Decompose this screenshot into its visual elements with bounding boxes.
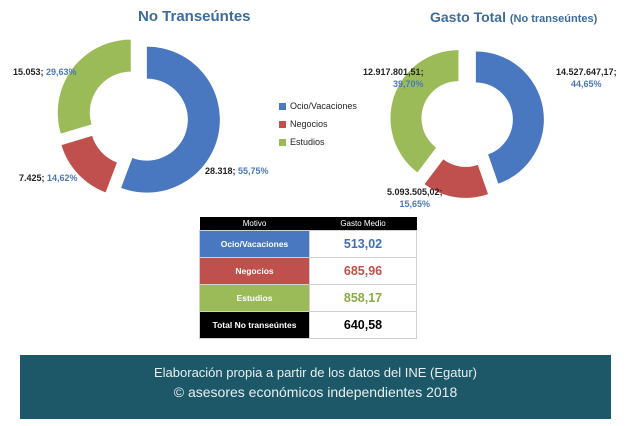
donut-slice-no-transeuntes-negocios xyxy=(61,135,117,193)
label-gasto-total-negocios: 5.093.505,02; 15,65% xyxy=(387,187,443,209)
gasto-cell: 513,02 xyxy=(309,230,417,258)
legend-item-negocios: Negocios xyxy=(279,115,357,133)
chart-legend: Ocio/Vacaciones Negocios Estudios xyxy=(279,97,357,151)
motivo-cell: Estudios xyxy=(199,284,310,312)
label-no-transeuntes-ocio: 28.318; 55,75% xyxy=(205,166,269,176)
legend-item-ocio: Ocio/Vacaciones xyxy=(279,97,357,115)
gasto-cell-total: 640,58 xyxy=(309,311,417,339)
footer-copyright-text: © asesores económicos independientes 201… xyxy=(173,384,458,400)
gasto-cell: 685,96 xyxy=(309,257,417,285)
table-row: Ocio/Vacaciones 513,02 xyxy=(199,230,417,258)
header-motivo: Motivo xyxy=(199,217,310,231)
legend-swatch-estudios xyxy=(279,138,286,146)
label-gasto-total-ocio: 14.527.647,17; 44,65% xyxy=(556,67,617,89)
footer-banner: Elaboración propia a partir de los datos… xyxy=(20,355,611,419)
gasto-medio-table: Motivo Gasto Medio Ocio/Vacaciones 513,0… xyxy=(199,217,417,339)
label-gasto-total-estudios: 12.917.801,51; 39,70% xyxy=(363,67,424,89)
table-row: Estudios 858,17 xyxy=(199,284,417,312)
legend-swatch-ocio xyxy=(279,102,286,110)
motivo-cell-total: Total No transeúntes xyxy=(199,311,310,339)
donut-slice-gasto-total-ocio xyxy=(475,51,544,184)
donut-slice-gasto-total-estudios xyxy=(390,50,459,173)
table-header-row: Motivo Gasto Medio xyxy=(199,217,417,231)
chart-title-no-transeuntes: No Transeúntes xyxy=(138,8,251,25)
gasto-cell: 858,17 xyxy=(309,284,417,312)
chart-title-gasto-total: Gasto Total (No transeúntes) xyxy=(430,9,597,25)
donut-slice-no-transeuntes-estudios xyxy=(57,39,131,134)
legend-label-ocio: Ocio/Vacaciones xyxy=(290,101,357,111)
label-no-transeuntes-estudios: 15.053; 29,63% xyxy=(13,67,77,77)
donut-slice-no-transeuntes-ocio xyxy=(121,46,220,193)
motivo-cell: Ocio/Vacaciones xyxy=(199,230,310,258)
table-row-total: Total No transeúntes 640,58 xyxy=(199,311,417,339)
legend-swatch-negocios xyxy=(279,120,286,128)
donut-slice-gasto-total-negocios xyxy=(424,159,489,198)
legend-label-negocios: Negocios xyxy=(290,119,328,129)
chart-title-gasto-total-main: Gasto Total xyxy=(430,9,506,25)
chart-subtitle-gasto-total: (No transeúntes) xyxy=(509,13,598,25)
legend-item-estudios: Estudios xyxy=(279,133,357,151)
motivo-cell: Negocios xyxy=(199,257,310,285)
footer-source-text: Elaboración propia a partir de los datos… xyxy=(153,365,477,380)
donut-charts xyxy=(57,39,544,198)
header-gasto-medio: Gasto Medio xyxy=(309,217,417,231)
legend-label-estudios: Estudios xyxy=(290,137,325,147)
label-no-transeuntes-negocios: 7.425; 14,62% xyxy=(19,173,78,183)
table-row: Negocios 685,96 xyxy=(199,257,417,285)
